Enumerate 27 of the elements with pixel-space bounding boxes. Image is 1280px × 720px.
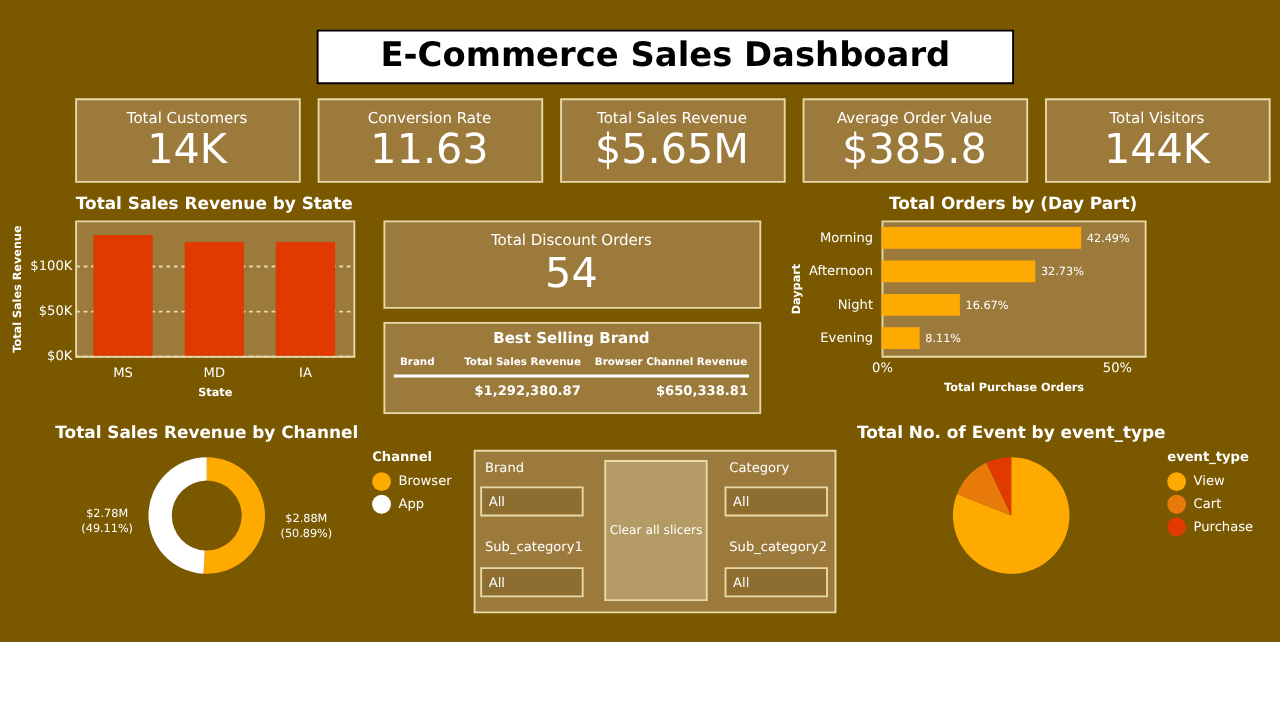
text: Total Visitors [1107,108,1205,127]
text: Conversion Rate [367,108,492,127]
pie-slice [986,457,1012,516]
chart-title: Total Orders by (Day Part) [888,193,1138,214]
text: Best Selling Brand [493,328,650,347]
text: 14K [147,124,228,173]
text: 54 [545,249,598,298]
text: Total Sales Revenue [595,108,748,127]
text: 144K [1103,124,1211,173]
text: 11.63 [370,124,489,173]
chart-title: Total Sales Revenue by State [75,193,354,214]
text: E-Commerce Sales Dashboard [380,34,951,75]
text: Average Order Value [836,108,993,127]
text: $385.8 [842,124,987,173]
chart-title: Total No. of Event by event_type [856,422,1167,443]
donut-slice [148,457,207,574]
text: $5.65M [594,124,749,173]
pie-slice [952,457,1070,574]
text: Total Discount Orders [488,230,652,249]
donut-slice [203,457,265,574]
bar [881,293,960,316]
bar [881,227,1082,249]
chart-title: Total Sales Revenue by Channel [55,422,359,443]
bar [881,327,920,350]
bar [881,260,1036,283]
pie-slice [957,462,1012,516]
text: Total Customers [124,108,248,127]
